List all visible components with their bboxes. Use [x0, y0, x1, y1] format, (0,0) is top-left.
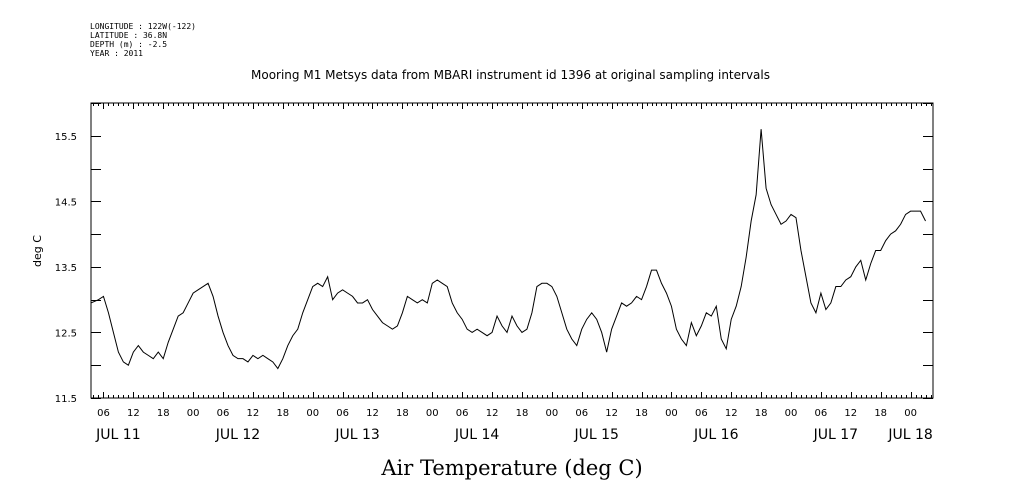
- x-tick-label: 12: [725, 408, 738, 419]
- x-tick-label: 18: [635, 408, 648, 419]
- y-tick-label: 11.5: [55, 394, 77, 405]
- y-tick-label: 13.5: [55, 263, 77, 274]
- x-tick-label: 00: [904, 408, 917, 419]
- metadata-block: LONGITUDE : 122W(-122) LATITUDE : 36.8N …: [90, 22, 196, 58]
- chart-title: Mooring M1 Metsys data from MBARI instru…: [251, 68, 770, 82]
- y-tick-label: 15.5: [55, 132, 77, 143]
- x-tick-label: 12: [486, 408, 499, 419]
- x-tick-label: 12: [127, 408, 140, 419]
- chart-title-wrap: Mooring M1 Metsys data from MBARI instru…: [0, 68, 1009, 82]
- x-tick-label: 18: [755, 408, 768, 419]
- x-tick-label: 18: [874, 408, 887, 419]
- x-tick-label: 06: [695, 408, 708, 419]
- x-tick-label: 00: [306, 408, 319, 419]
- longitude-text: LONGITUDE : 122W(-122): [90, 22, 196, 31]
- x-day-label: JUL 18: [887, 427, 932, 443]
- x-day-label: JUL 16: [693, 427, 739, 443]
- x-day-label: JUL 13: [334, 427, 379, 443]
- x-tick-label: 18: [276, 408, 289, 419]
- y-tick-label: 12.5: [55, 328, 77, 339]
- latitude-text: LATITUDE : 36.8N: [90, 31, 168, 40]
- y-tick-label: 14.5: [55, 197, 77, 208]
- x-tick-label: 00: [545, 408, 558, 419]
- x-tick-label: 06: [456, 408, 469, 419]
- x-day-label: JUL 11: [95, 427, 140, 443]
- axis-tick-labels: 06 12 18 00 06 12 18 00 06 12 18 00 06 12 18 00 06 12 18 00…: [55, 132, 933, 443]
- x-day-label: JUL 12: [215, 427, 260, 443]
- x-day-label: JUL 17: [813, 427, 858, 443]
- x-axis-label: Air Temperature (deg C): [380, 456, 642, 480]
- x-tick-label: 12: [605, 408, 618, 419]
- axis-ticks: [91, 103, 933, 399]
- x-tick-label: 18: [157, 408, 170, 419]
- x-tick-label: 12: [844, 408, 857, 419]
- plot-frame: [90, 102, 934, 399]
- series-line: [90, 129, 926, 370]
- x-tick-label: 06: [336, 408, 349, 419]
- x-day-label: JUL 14: [454, 427, 500, 443]
- x-tick-label: 00: [187, 408, 200, 419]
- x-tick-label: 00: [665, 408, 678, 419]
- x-tick-label: 12: [366, 408, 379, 419]
- x-tick-label: 06: [575, 408, 588, 419]
- x-tick-label: 06: [815, 408, 828, 419]
- y-axis-label: deg C: [31, 235, 44, 267]
- depth-text: DEPTH (m) : -2.5: [90, 40, 168, 49]
- x-tick-label: 06: [97, 408, 110, 419]
- x-tick-label: 18: [396, 408, 409, 419]
- x-tick-label: 18: [516, 408, 529, 419]
- x-tick-label: 00: [426, 408, 439, 419]
- x-tick-label: 12: [247, 408, 260, 419]
- year-text: YEAR : 2011: [90, 49, 143, 58]
- x-tick-label: 00: [785, 408, 798, 419]
- x-tick-label: 06: [217, 408, 230, 419]
- x-day-label: JUL 15: [573, 427, 618, 443]
